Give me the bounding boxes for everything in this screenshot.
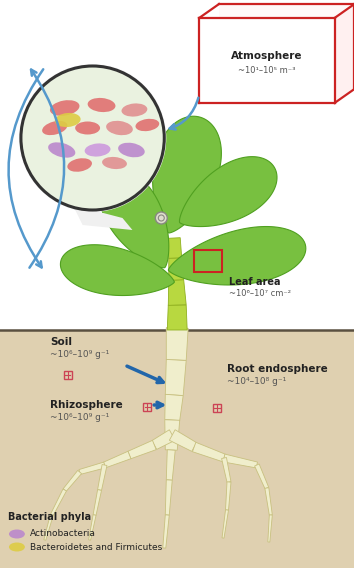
Polygon shape bbox=[165, 394, 183, 420]
Text: ~10⁶–10⁹ g⁻¹: ~10⁶–10⁹ g⁻¹ bbox=[50, 350, 109, 359]
Ellipse shape bbox=[106, 121, 133, 135]
Bar bbox=[64, 371, 72, 379]
Circle shape bbox=[19, 64, 166, 212]
Ellipse shape bbox=[9, 542, 25, 552]
Bar bbox=[194, 250, 222, 272]
Ellipse shape bbox=[85, 144, 110, 157]
Text: ~10⁴–10⁸ g⁻¹: ~10⁴–10⁸ g⁻¹ bbox=[227, 377, 286, 386]
Polygon shape bbox=[169, 430, 197, 452]
Polygon shape bbox=[63, 470, 82, 491]
Polygon shape bbox=[51, 489, 67, 516]
Polygon shape bbox=[168, 279, 186, 306]
Polygon shape bbox=[0, 330, 355, 568]
Polygon shape bbox=[168, 227, 306, 285]
Polygon shape bbox=[168, 237, 182, 258]
Polygon shape bbox=[89, 515, 96, 540]
Text: Bacterial phyla: Bacterial phyla bbox=[8, 512, 91, 522]
Polygon shape bbox=[225, 482, 231, 510]
Polygon shape bbox=[44, 515, 53, 540]
Ellipse shape bbox=[9, 529, 25, 538]
Polygon shape bbox=[179, 157, 277, 227]
Polygon shape bbox=[73, 205, 132, 230]
Ellipse shape bbox=[118, 143, 145, 157]
Circle shape bbox=[21, 66, 164, 210]
Text: Root endosphere: Root endosphere bbox=[227, 364, 328, 374]
Ellipse shape bbox=[136, 119, 159, 131]
Polygon shape bbox=[221, 457, 231, 482]
Circle shape bbox=[155, 212, 167, 224]
Text: Atmosphere: Atmosphere bbox=[231, 51, 303, 61]
Polygon shape bbox=[99, 170, 169, 268]
Polygon shape bbox=[165, 480, 172, 515]
Polygon shape bbox=[335, 4, 355, 103]
Polygon shape bbox=[255, 464, 269, 489]
Ellipse shape bbox=[42, 121, 67, 135]
Text: Leaf area: Leaf area bbox=[229, 277, 281, 287]
Ellipse shape bbox=[121, 103, 147, 116]
Polygon shape bbox=[79, 462, 105, 474]
Ellipse shape bbox=[48, 143, 75, 158]
Polygon shape bbox=[98, 465, 107, 490]
Polygon shape bbox=[166, 450, 175, 480]
Text: Rhizosphere: Rhizosphere bbox=[50, 400, 122, 410]
Bar bbox=[199, 18, 335, 103]
Polygon shape bbox=[152, 430, 175, 449]
Polygon shape bbox=[223, 454, 257, 468]
Text: Soil: Soil bbox=[50, 337, 72, 347]
Polygon shape bbox=[165, 360, 186, 395]
Polygon shape bbox=[163, 515, 169, 548]
Ellipse shape bbox=[75, 122, 100, 135]
Polygon shape bbox=[165, 420, 180, 450]
Polygon shape bbox=[93, 490, 101, 515]
Polygon shape bbox=[61, 245, 174, 295]
Polygon shape bbox=[104, 452, 131, 468]
Ellipse shape bbox=[50, 100, 79, 116]
Text: ~10¹–10⁵ m⁻³: ~10¹–10⁵ m⁻³ bbox=[238, 65, 295, 74]
Bar bbox=[213, 404, 221, 412]
Text: Bacteroidetes and Firmicutes: Bacteroidetes and Firmicutes bbox=[30, 542, 162, 552]
Polygon shape bbox=[222, 510, 229, 538]
Polygon shape bbox=[268, 515, 272, 542]
Polygon shape bbox=[166, 328, 188, 360]
Polygon shape bbox=[193, 442, 225, 462]
Polygon shape bbox=[265, 488, 272, 515]
Bar bbox=[143, 403, 151, 411]
Polygon shape bbox=[169, 258, 184, 281]
Text: Actinobacteria: Actinobacteria bbox=[30, 529, 96, 538]
Polygon shape bbox=[219, 4, 355, 89]
Text: ~10⁶–10⁹ g⁻¹: ~10⁶–10⁹ g⁻¹ bbox=[50, 413, 109, 422]
Ellipse shape bbox=[88, 98, 115, 112]
Polygon shape bbox=[153, 116, 221, 233]
Polygon shape bbox=[167, 305, 187, 330]
Polygon shape bbox=[128, 440, 156, 459]
Text: ~10⁶–10⁷ cm⁻²: ~10⁶–10⁷ cm⁻² bbox=[229, 289, 291, 298]
Ellipse shape bbox=[55, 113, 80, 127]
Ellipse shape bbox=[67, 158, 92, 172]
Ellipse shape bbox=[102, 157, 127, 169]
